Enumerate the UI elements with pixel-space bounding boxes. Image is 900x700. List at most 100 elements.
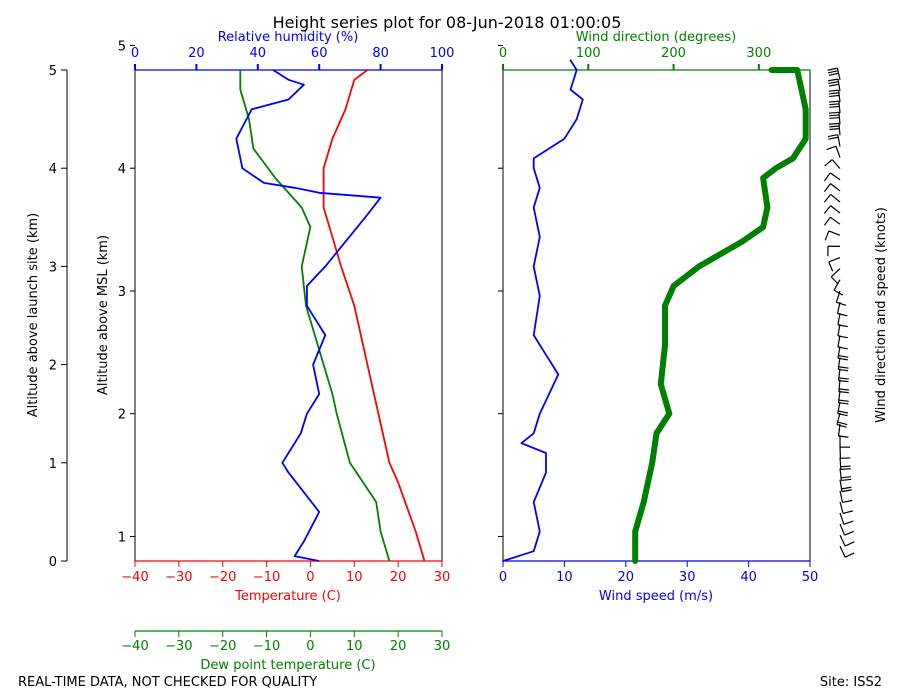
wind-barb-staff (837, 368, 841, 381)
wind-speed-series (502, 59, 584, 562)
wind-barb-feather (838, 391, 849, 394)
wind-barb-feather (829, 125, 840, 128)
wind-barb-feather (828, 72, 839, 77)
wind-barb-feather (840, 476, 852, 479)
wind-barb-staff (839, 534, 846, 547)
wind-barb-feather (842, 499, 853, 504)
rh-tick-label: 40 (250, 46, 267, 61)
wind-barb-staff (837, 335, 841, 348)
wind-barb-feather (837, 346, 848, 350)
dew-point-series (239, 70, 391, 562)
wind-barb-staff (839, 523, 846, 536)
wind-direction-axis-label: Wind direction (degrees) (576, 30, 736, 45)
wind-barb-feather (841, 486, 852, 490)
wind-barb-feather (838, 410, 849, 414)
wind-barb-staff (830, 205, 841, 214)
temperature-tick-label: −30 (165, 570, 192, 585)
wind-barb-feather (840, 465, 851, 468)
wind-barb-staff (835, 146, 841, 158)
wind-barb-feather (828, 89, 839, 92)
relative-humidity-series (235, 69, 382, 562)
thermo-panel: −40 −40 −30 −30 −20 −20 −10 −10 0 0 10 10 20 20 30 30 0 2… (121, 30, 454, 673)
wind-barb-staff (837, 357, 841, 370)
wind-barb-feather (823, 194, 832, 203)
wind-barb-staff (839, 479, 843, 492)
wind-barb-feather (844, 541, 855, 547)
wind-barb-feather (838, 377, 849, 380)
dewpoint-tick-label: 20 (390, 639, 407, 654)
wind-barbs (823, 67, 855, 558)
wind-barb-feather (828, 92, 839, 95)
dewpoint-tick-label: −40 (121, 639, 148, 654)
wind-barb-feather (828, 81, 839, 84)
launch-altitude-tick-label: 0 (49, 555, 57, 570)
wind-barb-staff (838, 379, 841, 392)
rh-tick-label: 100 (430, 46, 455, 61)
temperature-tick-label: −10 (253, 570, 280, 585)
wind-barb-staff (828, 230, 841, 236)
temperature-series (322, 69, 426, 562)
wind-barb-staff (837, 346, 841, 359)
wind-barb-feather (838, 354, 849, 358)
quality-disclaimer: REAL-TIME DATA, NOT CHECKED FOR QUALITY (18, 675, 317, 690)
wind-speed-tick-label: 50 (802, 570, 819, 585)
wind-barb-feather (827, 134, 838, 138)
wind-barb-feather (842, 510, 853, 515)
wind-barb-staff (837, 312, 841, 325)
wind-barb-feather (838, 368, 849, 372)
wind-barb-feather (826, 145, 837, 151)
wind-barb-staff (837, 401, 841, 414)
dewpoint-tick-label: 10 (346, 639, 363, 654)
wind-barb-feather (837, 324, 848, 328)
msl-altitude-axis-label: Altitude above MSL (km) (96, 235, 111, 395)
wind-barb-staff (836, 412, 841, 425)
dewpoint-tick-label: −20 (209, 639, 236, 654)
wind-barb-staff (837, 90, 841, 103)
temperature-axis-label: Temperature (C) (234, 589, 341, 604)
wind-barb-staff (829, 172, 841, 181)
wind-barb-feather (828, 100, 840, 103)
wind-barb-feather (844, 530, 855, 536)
wind-barb-staff (837, 390, 841, 403)
rh-axis-label: Relative humidity (%) (218, 30, 359, 45)
wind-barb-staff (838, 101, 841, 114)
wind-speed-tick-label: 40 (740, 570, 757, 585)
wind-barb-feather (838, 379, 849, 383)
wind-barb-feather (843, 520, 854, 525)
wind-barb-feather (836, 424, 847, 428)
msl-altitude-tick-label: 2 (118, 408, 126, 423)
wind-barb-staff (839, 501, 844, 514)
launch-altitude-tick-label: 3 (49, 260, 57, 275)
wind-barb-feather (839, 388, 850, 391)
wind-barb-feather (838, 435, 849, 438)
wind-barb-staff (829, 216, 841, 225)
launch-altitude-tick-label: 2 (49, 359, 57, 374)
wind-barb-feather (837, 357, 848, 361)
wind-barb-staff (838, 123, 841, 136)
wind-barb-staff (839, 490, 844, 503)
wind-barb-feather (827, 67, 838, 71)
wind-barb-feather (828, 83, 839, 87)
wind-direction-series (632, 67, 809, 564)
wind-direction-tick-label: 100 (576, 46, 601, 61)
wind-barb-feather (828, 70, 839, 74)
wind-barb-feather (829, 116, 840, 120)
wind-panel: 0 10 20 30 40 50 0 100 200 300 Wind speed (m/s) W… (499, 30, 889, 604)
launch-altitude-tick-label: 1 (49, 457, 57, 472)
wind-speed-tick-label: 20 (618, 570, 635, 585)
wind-barb-staff (830, 193, 841, 203)
wind-barb-feather (841, 489, 852, 493)
wind-barb-feather (828, 78, 839, 82)
wind-barb-feather (840, 468, 851, 470)
wind-barb-feather (837, 313, 848, 317)
msl-altitude-tick-label: 4 (118, 162, 126, 177)
msl-altitude-tick-label: 3 (118, 285, 126, 300)
wind-barb-feather (829, 103, 840, 106)
msl-altitude-tick-label: 1 (118, 530, 126, 545)
wind-barb-staff (830, 268, 841, 278)
wind-barb-feather (838, 366, 849, 369)
wind-barb-feather (823, 205, 832, 214)
wind-speed-tick-label: 0 (499, 570, 507, 585)
msl-altitude-tick-label: 5 (118, 39, 126, 54)
dewpoint-axis-label: Dew point temperature (C) (200, 658, 375, 673)
